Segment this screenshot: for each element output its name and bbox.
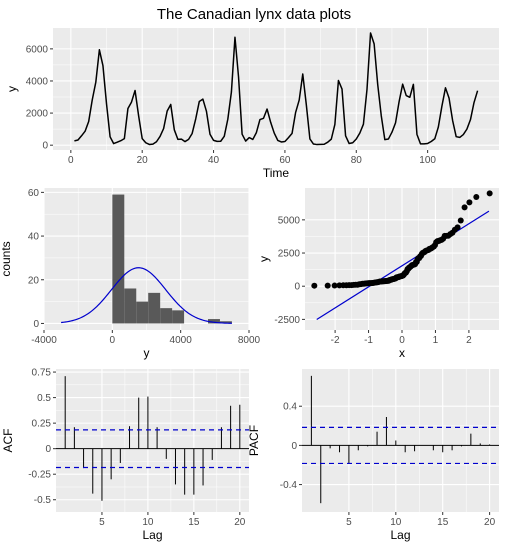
qqplot-tick-label-y: -2500 <box>274 315 300 326</box>
acf-tick-label-y: -0.5 <box>34 495 52 506</box>
timeseries-xlabel: Time <box>263 166 290 180</box>
acf-ylabel: ACF <box>1 429 15 453</box>
histogram-density-curve <box>61 267 232 324</box>
histogram-bar <box>160 308 173 324</box>
histogram-bar <box>124 288 137 324</box>
histogram-xlabel: y <box>144 346 150 360</box>
histogram-bar <box>219 321 232 324</box>
qqplot-tick-label-x: 2 <box>466 335 472 346</box>
acf-xlabel: Lag <box>142 528 162 542</box>
pacf-tick-label-x: 20 <box>484 517 496 528</box>
acf-tick-label-y: -0.25 <box>28 470 51 481</box>
timeseries-tick-label-x: 60 <box>279 155 291 166</box>
timeseries-tick-label-x: 0 <box>68 155 74 166</box>
pacf-tick-label-y: 0 <box>291 441 297 452</box>
qqplot-point <box>331 282 338 289</box>
qqplot-tick-label-y: 2500 <box>278 249 301 260</box>
pacf-tick-label-y: 0.4 <box>283 402 297 413</box>
timeseries-panel <box>53 28 499 150</box>
figure-title: The Canadian lynx data plots <box>156 6 352 23</box>
pacf-tick-label-x: 15 <box>437 517 449 528</box>
qqplot-point <box>324 282 331 289</box>
acf-tick-label-y: 0.75 <box>32 368 52 379</box>
qqplot-point <box>473 194 480 201</box>
qqplot-xlabel: x <box>399 346 405 360</box>
histogram-tick-label-x: 8000 <box>238 335 261 346</box>
acf-tick-label-y: 0 <box>45 444 51 455</box>
histogram-bar <box>136 301 149 324</box>
timeseries-tick-label-x: 100 <box>419 155 436 166</box>
pacf-tick-label-x: 5 <box>346 517 352 528</box>
pacf-tick-label-x: 10 <box>390 517 402 528</box>
timeseries-tick-label-y: 6000 <box>26 44 49 55</box>
qqplot-point <box>311 282 318 289</box>
histogram-tick-label-y: 40 <box>28 232 40 243</box>
acf-tick-label-y: 0.5 <box>37 393 51 404</box>
histogram-bar <box>172 310 185 324</box>
histogram-bar <box>112 194 125 324</box>
timeseries-tick-label-y: 2000 <box>26 109 49 120</box>
pacf-tick-label-y: -0.4 <box>280 480 298 491</box>
qqplot-point <box>457 217 464 224</box>
acf-tick-label-x: 20 <box>234 517 246 528</box>
acf-tick-label-x: 5 <box>99 517 105 528</box>
qqplot-tick-label-x: -1 <box>364 335 373 346</box>
histogram-tick-label-y: 0 <box>33 319 39 330</box>
qqplot-tick-label-y: 5000 <box>278 215 301 226</box>
pacf-xlabel: Lag <box>390 528 410 542</box>
timeseries-tick-label-y: 4000 <box>26 76 49 87</box>
qqplot-tick-label-y: 0 <box>294 282 300 293</box>
timeseries-ylabel: y <box>5 86 19 92</box>
histogram-tick-label-x: -4000 <box>31 335 57 346</box>
qqplot-ylabel: y <box>257 256 271 262</box>
histogram-tick-label-y: 60 <box>28 188 40 199</box>
qqplot-point <box>466 199 473 206</box>
qqplot-tick-label-x: 0 <box>399 335 405 346</box>
qqplot-reference-line <box>316 210 490 320</box>
qqplot-tick-label-x: 1 <box>433 335 439 346</box>
qqplot-point <box>454 224 461 231</box>
timeseries-tick-label-x: 40 <box>208 155 220 166</box>
pacf-ylabel: PACF <box>247 425 261 456</box>
qqplot-point <box>486 190 493 197</box>
acf-tick-label-y: 0.25 <box>32 419 52 430</box>
histogram-tick-label-x: 0 <box>110 335 116 346</box>
histogram-tick-label-y: 20 <box>28 275 40 286</box>
histogram-bar <box>208 319 220 324</box>
qqplot-tick-label-x: -2 <box>331 335 340 346</box>
timeseries-line <box>74 32 479 146</box>
histogram-tick-label-x: 4000 <box>170 335 193 346</box>
acf-panel <box>56 369 249 512</box>
timeseries-tick-label-x: 20 <box>137 155 149 166</box>
pacf-panel <box>302 369 499 512</box>
timeseries-tick-label-x: 80 <box>351 155 363 166</box>
histogram-ylabel: counts <box>0 241 13 276</box>
qqplot-point <box>461 204 468 211</box>
acf-tick-label-x: 15 <box>188 517 200 528</box>
timeseries-tick-label-y: 0 <box>42 141 48 152</box>
histogram-bar <box>148 292 161 324</box>
acf-tick-label-x: 10 <box>142 517 154 528</box>
